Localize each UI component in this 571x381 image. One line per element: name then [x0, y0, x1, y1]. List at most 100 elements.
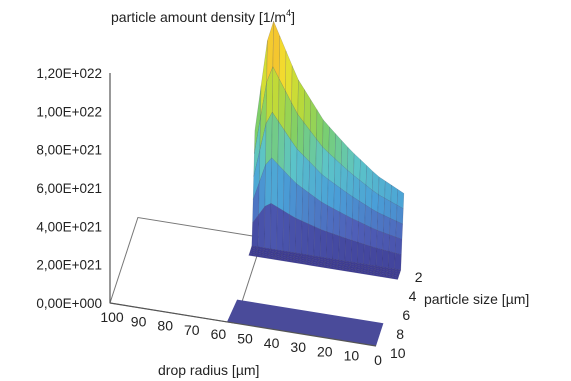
surface-cell	[314, 167, 323, 203]
surface-cell	[308, 192, 316, 228]
surface-cell	[316, 264, 325, 268]
surface-cell	[288, 214, 297, 254]
surface-cell	[363, 244, 371, 266]
x-axis-line	[109, 302, 377, 347]
x-tick-label: 70	[184, 322, 200, 338]
surface-cell	[320, 201, 328, 233]
x-tick-label: 100	[100, 309, 124, 325]
x-tick-label: 60	[211, 326, 227, 342]
surface-cell	[396, 204, 404, 225]
surface-cell	[289, 177, 297, 219]
surface-cell	[339, 211, 347, 239]
surface-cell	[369, 246, 377, 267]
z-tick-label: 6,00E+021	[36, 181, 102, 196]
surface-cell	[360, 271, 368, 275]
x-axis-ticks: 100 90 80 70 60 50 40 30 20 10 0	[100, 309, 382, 368]
surface-cell	[277, 163, 285, 212]
surface-cell	[264, 203, 272, 250]
surface-cell	[283, 170, 291, 216]
surface-cell	[327, 152, 336, 185]
z-axis-title-end: ]	[291, 9, 295, 25]
z-axis-title: particle amount density [1/m4]	[111, 8, 295, 25]
surface-mesh	[248, 21, 405, 280]
surface-cell	[301, 220, 309, 256]
z-axis-title-main: particle amount density [1/m	[111, 9, 286, 25]
surface-cell	[391, 276, 399, 280]
surface-cell	[381, 249, 390, 269]
surface-cell	[395, 220, 403, 240]
surface-cell	[254, 254, 263, 258]
surface-cell	[344, 238, 353, 263]
surface-cell	[377, 194, 385, 216]
surface-cell	[333, 183, 341, 213]
z-tick-label: 2,00E+021	[36, 258, 102, 273]
x-tick-label: 20	[317, 343, 333, 359]
z-tick-label: 8,00E+021	[36, 143, 102, 158]
surface-cell	[351, 218, 359, 243]
surface-cell	[326, 205, 335, 235]
surface-cell	[345, 192, 354, 220]
x-tick-label: 10	[344, 348, 360, 364]
surface-cell	[264, 157, 272, 207]
y-tick-label: 6	[402, 307, 410, 323]
surface-cell	[308, 161, 317, 198]
surface-cell	[375, 247, 384, 268]
surface-cell	[376, 212, 385, 233]
z-tick-label: 1,00E+022	[36, 104, 102, 119]
surface-cell	[388, 234, 397, 254]
axis-frame	[109, 73, 377, 347]
surface-cell	[295, 183, 303, 222]
y-tick-label: 2	[415, 269, 423, 285]
x-tick-label: 90	[131, 313, 147, 329]
x-tick-label: 40	[264, 335, 280, 351]
surface-cell	[338, 235, 346, 262]
surface-cell	[370, 208, 379, 231]
surface-cell	[363, 224, 372, 247]
y-axis-title: particle size [µm]	[424, 291, 529, 307]
surface-cell	[364, 204, 372, 228]
surface-cell	[332, 208, 341, 237]
surface-cell	[378, 176, 386, 199]
surface-cell	[358, 200, 366, 225]
surface-cell	[276, 206, 284, 252]
y-axis-ticks: 2 4 6 8 10	[390, 269, 423, 361]
x-axis-title: drop radius [µm]	[158, 362, 259, 378]
surface-cell	[389, 201, 398, 222]
surface-cell	[383, 215, 391, 236]
surface-cell	[357, 221, 366, 245]
surface-cell	[352, 196, 360, 222]
surface-cell	[383, 197, 392, 219]
surface-cell	[394, 252, 402, 271]
surface-cell	[321, 146, 330, 180]
surface-cell	[295, 217, 303, 255]
surface-cell	[301, 187, 310, 225]
x-tick-label: 0	[374, 352, 382, 368]
z-tick-label: 4,00E+021	[36, 219, 102, 234]
surface-cell	[326, 231, 334, 260]
y-tick-label: 10	[390, 345, 406, 361]
surface-cell	[370, 227, 378, 249]
surface-cell	[319, 229, 328, 259]
y-tick-label: 8	[396, 326, 404, 342]
surface-cell	[302, 155, 310, 194]
surface-cell	[296, 148, 304, 189]
z-tick-label: 0,00E+000	[36, 296, 102, 311]
z-tick-label: 1,20E+022	[36, 66, 102, 81]
x-tick-label: 80	[157, 318, 173, 334]
surface-cell	[327, 178, 335, 210]
z-axis-ticks: 0,00E+000 2,00E+021 4,00E+021 6,00E+021 8,00…	[36, 66, 102, 311]
surface-cell	[394, 236, 403, 255]
x-tick-label: 30	[290, 339, 306, 355]
surface-cell	[352, 174, 361, 202]
surface-cell	[271, 111, 279, 165]
surface-cell	[376, 230, 384, 251]
surface-cell	[270, 203, 278, 251]
surface-cell	[389, 217, 397, 238]
surface-cell	[357, 242, 365, 265]
surface-cell	[313, 226, 321, 258]
y-tick-label: 4	[409, 288, 417, 304]
surface-cell	[388, 251, 396, 270]
surface-cell	[285, 259, 294, 263]
surface-cell	[282, 210, 290, 253]
